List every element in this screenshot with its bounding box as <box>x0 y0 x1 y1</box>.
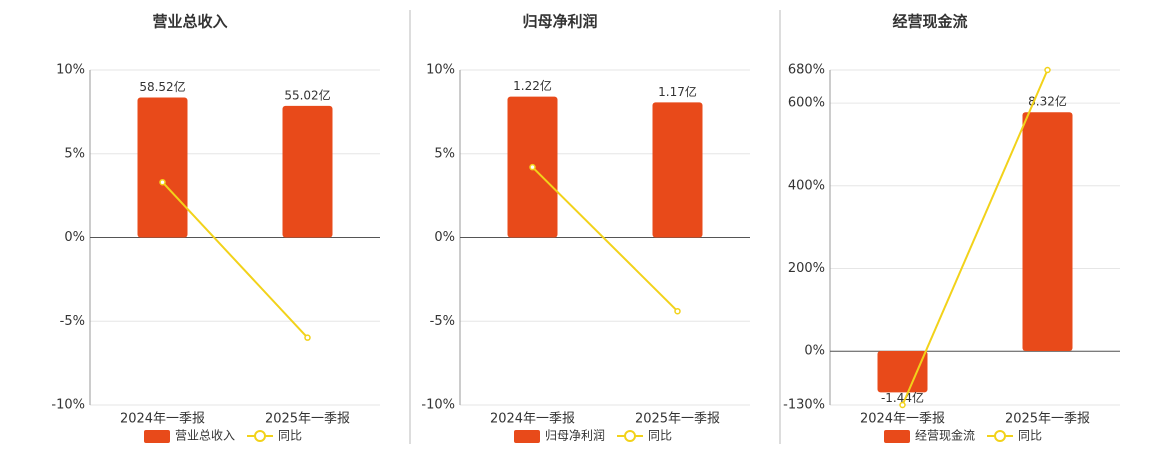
legend-label: 经营现金流 <box>915 428 975 443</box>
point <box>529 163 536 171</box>
x-tick-label: 2025年一季报 <box>1005 412 1090 427</box>
bar <box>1022 112 1073 352</box>
bar <box>652 102 703 238</box>
legend-swatch <box>254 430 267 442</box>
legend-swatch <box>624 430 637 442</box>
legend-swatch <box>514 430 540 443</box>
y-tick-label: 5% <box>434 146 455 161</box>
point <box>304 334 311 341</box>
data-label: 8.32亿 <box>1028 94 1067 109</box>
legend-label: 同比 <box>1018 429 1042 443</box>
y-tick-label: 5% <box>64 146 85 161</box>
y-tick-label: -5% <box>430 314 455 329</box>
y-tick-label: -10% <box>51 398 85 413</box>
legend-swatch <box>884 430 910 443</box>
data-label: 1.17亿 <box>658 84 697 99</box>
legend-label: 归母净利润 <box>545 429 605 443</box>
bar <box>877 351 928 393</box>
point <box>674 307 681 315</box>
y-tick-label: 0% <box>804 344 825 359</box>
line <box>161 181 309 339</box>
point <box>899 401 906 409</box>
y-tick-label: 10% <box>426 63 455 78</box>
legend-swatch <box>144 430 170 443</box>
line <box>901 69 1049 406</box>
x-tick-label: 2024年一季报 <box>120 412 205 427</box>
point <box>1044 66 1051 74</box>
line <box>531 166 679 312</box>
y-tick-label: -5% <box>60 314 85 329</box>
data-label: 58.52亿 <box>139 79 185 94</box>
y-tick-label: 200% <box>788 261 825 276</box>
y-tick-label: -10% <box>421 398 455 413</box>
legend-label: 营业总收入 <box>175 429 235 443</box>
y-tick-label: 0% <box>64 230 85 245</box>
y-tick-label: 10% <box>56 63 85 78</box>
bar <box>282 105 333 238</box>
x-tick-label: 2025年一季报 <box>635 412 720 427</box>
y-tick-label: -130% <box>783 398 825 413</box>
data-label: 55.02亿 <box>284 87 330 102</box>
x-tick-label: 2024年一季报 <box>490 412 575 427</box>
data-label: 1.22亿 <box>513 78 552 93</box>
y-tick-label: 400% <box>788 178 825 193</box>
legend-swatch <box>994 430 1007 442</box>
chart-title: 归母净利润 <box>522 13 597 31</box>
y-tick-label: 600% <box>788 96 825 111</box>
chart-title: 营业总收入 <box>152 13 227 31</box>
chart-title: 经营现金流 <box>892 13 967 31</box>
data-label: -1.44亿 <box>881 390 924 405</box>
x-tick-label: 2024年一季报 <box>860 412 945 427</box>
y-tick-label: 0% <box>434 230 455 245</box>
legend-label: 同比 <box>278 429 302 443</box>
bar <box>137 97 188 238</box>
x-tick-label: 2025年一季报 <box>265 412 350 427</box>
legend-label: 同比 <box>648 429 672 443</box>
point <box>159 178 166 186</box>
y-tick-label: 680% <box>788 63 825 78</box>
